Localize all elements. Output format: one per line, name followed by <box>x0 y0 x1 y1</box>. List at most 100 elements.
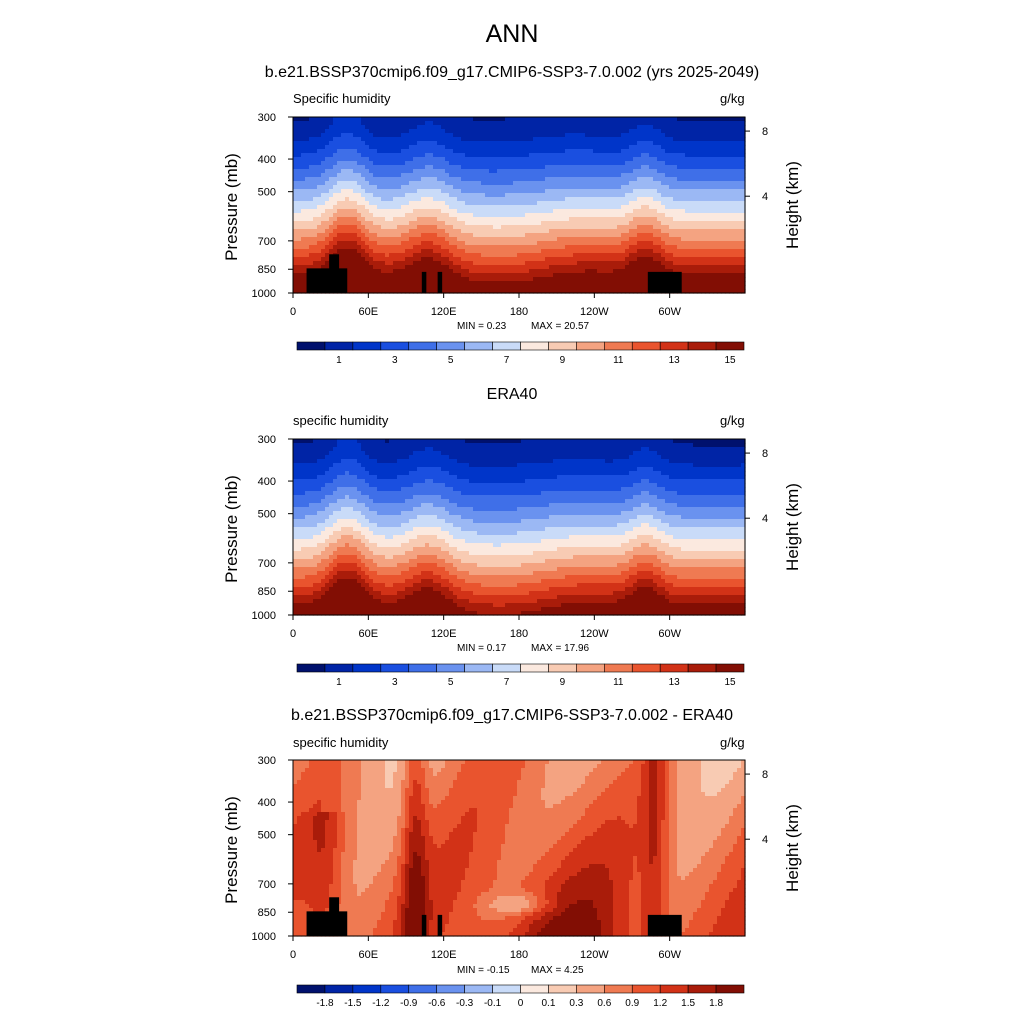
colorbar-swatch <box>604 984 633 994</box>
panel-3-xtick-label: 60E <box>359 949 379 961</box>
panel-3-ytick-label: 300 <box>258 755 276 767</box>
colorbar-label: 1.2 <box>653 998 667 1009</box>
colorbar-label: 9 <box>560 355 566 366</box>
colorbar-label: 0 <box>518 998 524 1009</box>
panel-1-height-tick-label: 8 <box>762 126 768 138</box>
colorbar-swatch <box>408 341 437 351</box>
colorbar-swatch <box>715 663 745 673</box>
colorbar-swatch <box>352 341 382 351</box>
colorbar-swatch <box>687 984 717 994</box>
colorbar-swatch <box>548 984 577 994</box>
panel-1-ytick-label: 300 <box>258 112 276 124</box>
colorbar-label: -0.9 <box>400 998 418 1009</box>
colorbar-swatch <box>576 984 605 994</box>
panel-1-xtick-label: 0 <box>290 306 296 318</box>
colorbar-label: 7 <box>504 677 510 688</box>
colorbar-label: 9 <box>560 677 566 688</box>
colorbar-swatch <box>492 341 521 351</box>
panel-1-ytick-label: 700 <box>258 236 276 248</box>
colorbar-swatch <box>659 341 689 351</box>
panel-2-min-label: MIN = 0.17 <box>457 643 507 654</box>
panel-1-xtick-label: 60E <box>359 306 379 318</box>
panel-3-ytick-label: 500 <box>258 830 276 842</box>
colorbar-label: 11 <box>613 677 624 688</box>
panel-3-topography <box>306 897 682 936</box>
colorbar-swatch <box>436 984 465 994</box>
panel-1-xtick-label: 60W <box>658 306 681 318</box>
panel-1-height-tick-label: 4 <box>762 191 768 203</box>
panel-2-title: ERA40 <box>486 386 538 403</box>
colorbar-swatch <box>408 984 437 994</box>
colorbar-swatch <box>380 341 410 351</box>
panel-2-colorbar: 1 3 5 7 9 11 13 15 <box>296 663 745 688</box>
colorbar-swatch <box>324 663 354 673</box>
panel-2-field <box>293 439 746 616</box>
colorbar-swatch <box>380 663 410 673</box>
colorbar-swatch <box>576 663 605 673</box>
colorbar-swatch <box>687 341 717 351</box>
colorbar-label: 1 <box>336 355 342 366</box>
panel-1-title: b.e21.BSSP370cmip6.f09_g17.CMIP6-SSP3-7.… <box>264 64 760 81</box>
panel-1-xtick-label: 180 <box>510 306 528 318</box>
colorbar-label: 5 <box>448 677 454 688</box>
panel-3-ytick-label: 700 <box>258 879 276 891</box>
panel-2-max-label: MAX = 17.96 <box>531 643 590 654</box>
panel-2-ytick-label: 850 <box>258 586 276 598</box>
panel-1-field <box>293 117 746 294</box>
panel-3-height-tick-label: 8 <box>762 769 768 781</box>
colorbar-swatch <box>576 341 605 351</box>
panel-2-ytick-label: 400 <box>258 476 276 488</box>
colorbar-swatch <box>520 984 549 994</box>
panel-1-variable-label: Specific humidity <box>293 91 391 106</box>
colorbar-label: 0.6 <box>597 998 611 1009</box>
colorbar-label: -0.6 <box>428 998 446 1009</box>
colorbar-swatch <box>520 663 549 673</box>
colorbar-swatch <box>492 984 521 994</box>
colorbar-swatch <box>604 341 633 351</box>
colorbar-label: -1.8 <box>316 998 334 1009</box>
panel-3-colorbar: -1.8 -1.5 -1.2 -0.9 -0.6 -0.3 -0.1 0 0.1 0.3 0.6 0.… <box>296 984 745 1009</box>
colorbar-label: 15 <box>724 355 736 366</box>
panel-1-topography <box>306 254 682 293</box>
panel-3-min-label: MIN = -0.15 <box>457 965 510 976</box>
panel-3-ytick-label: 400 <box>258 797 276 809</box>
colorbar-swatch <box>548 341 577 351</box>
panel-3-field <box>293 760 746 937</box>
colorbar-label: 1.8 <box>709 998 723 1009</box>
panel-2-units-label: g/kg <box>720 413 745 428</box>
colorbar-swatch <box>715 984 745 994</box>
panel-1-ytick-label: 400 <box>258 154 276 166</box>
panel-1-units-label: g/kg <box>720 91 745 106</box>
colorbar-label: -1.5 <box>344 998 362 1009</box>
colorbar-label: -0.1 <box>484 998 502 1009</box>
colorbar-swatch <box>604 663 633 673</box>
panel-3-title: b.e21.BSSP370cmip6.f09_g17.CMIP6-SSP3-7.… <box>290 707 734 724</box>
colorbar-swatch <box>352 984 382 994</box>
colorbar-swatch <box>715 341 745 351</box>
colorbar-swatch <box>296 663 326 673</box>
panel-2-plot: 300 400 500 700 850 1000 0 60E 120E 180 120W 60W 8 4 1… <box>252 434 769 688</box>
colorbar-label: 3 <box>392 355 398 366</box>
colorbar-swatch <box>687 663 717 673</box>
main-title: ANN <box>485 20 539 48</box>
colorbar-swatch <box>464 663 493 673</box>
panel-3-xtick-label: 120E <box>431 949 457 961</box>
colorbar-swatch <box>324 984 354 994</box>
colorbar-swatch <box>296 984 326 994</box>
colorbar-swatch <box>464 984 493 994</box>
panel-1-colorbar: 1 3 5 7 9 11 13 15 <box>296 341 745 366</box>
colorbar-label: 0.3 <box>569 998 583 1009</box>
panel-2-xtick-label: 60E <box>359 628 379 640</box>
panel-3-plot: 300 400 500 700 850 1000 0 60E 120E 180 120W 60W 8 4 -… <box>252 755 769 1009</box>
panel-2-ytick-label: 700 <box>258 558 276 570</box>
colorbar-swatch <box>436 663 465 673</box>
panel-2-height-tick-label: 8 <box>762 448 768 460</box>
colorbar-label: 3 <box>392 677 398 688</box>
colorbar-label: 5 <box>448 355 454 366</box>
colorbar-label: -0.3 <box>456 998 474 1009</box>
panel-3-ytick-label: 1000 <box>252 931 276 943</box>
panel-3-units-label: g/kg <box>720 735 745 750</box>
colorbar-swatch <box>296 341 326 351</box>
colorbar-swatch <box>631 984 661 994</box>
colorbar-label: 15 <box>724 677 736 688</box>
